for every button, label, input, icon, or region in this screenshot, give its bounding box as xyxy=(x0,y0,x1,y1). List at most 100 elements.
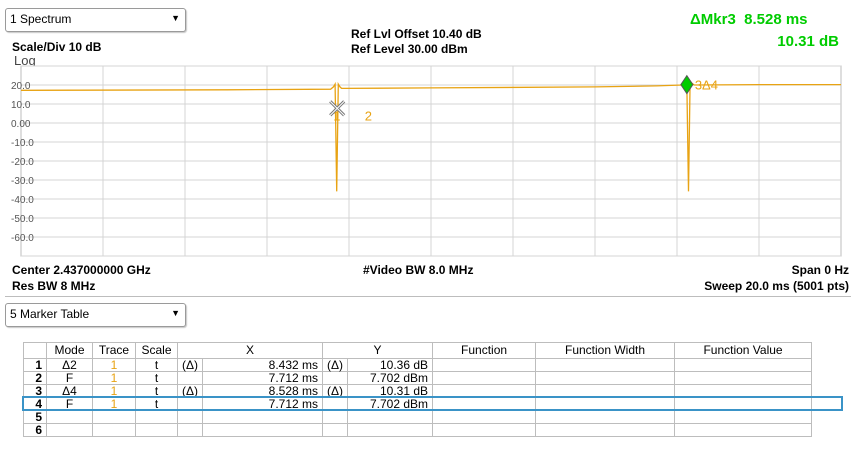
header-function: Function xyxy=(432,342,537,359)
cell-index: 6 xyxy=(23,423,47,437)
cell-index: 1 xyxy=(23,358,47,372)
cell-x-delta: (Δ) xyxy=(176,358,204,372)
cell-trace: 1 xyxy=(92,384,136,398)
cell-y-delta: (Δ) xyxy=(322,358,349,372)
cell-y-delta xyxy=(322,423,349,437)
header-function-width: Function Width xyxy=(535,342,676,359)
marker-readout-x: ΔMkr3 8.528 ms xyxy=(690,11,808,28)
cell-x: 7.712 ms xyxy=(202,371,324,385)
marker-x-icon-inner xyxy=(329,101,345,116)
cell-scale xyxy=(135,423,178,437)
chevron-down-icon: ▼ xyxy=(171,13,180,23)
cell-mode: Δ4 xyxy=(46,384,93,398)
cell-x-delta xyxy=(176,423,204,437)
video-bw-label: #Video BW 8.0 MHz xyxy=(363,263,474,277)
header-function-value: Function Value xyxy=(674,342,813,359)
cell-function-value xyxy=(674,397,813,411)
ref-offset-label: Ref Lvl Offset 10.40 dB xyxy=(351,27,482,41)
cell-x-delta xyxy=(176,397,204,411)
header-mode: Mode xyxy=(46,342,93,359)
cell-function-width xyxy=(535,371,676,385)
cell-y: 10.36 dB xyxy=(347,358,434,372)
marker-table-label: 5 Marker Table xyxy=(10,307,90,321)
cell-function-value xyxy=(674,384,813,398)
table-row[interactable]: 3 Δ4 1 t (Δ) 8.528 ms (Δ) 10.31 dB xyxy=(23,384,813,398)
spectrum-plot[interactable]: 20.0 10.0 0.00 -10.0 -20.0 -30.0 -40.0 -50.0 -60… xyxy=(11,56,847,260)
cell-y: 10.31 dB xyxy=(347,384,434,398)
cell-function xyxy=(432,410,537,424)
chevron-down-icon: ▼ xyxy=(171,308,180,318)
cell-index: 4 xyxy=(23,397,47,411)
cell-x: 8.432 ms xyxy=(202,358,324,372)
y-tick-label: -10.0 xyxy=(11,138,34,149)
marker-label: 3Δ4 xyxy=(695,78,718,93)
marker-label: 2 xyxy=(365,108,372,123)
cell-function-value xyxy=(674,358,813,372)
section-divider xyxy=(5,296,851,297)
cell-mode: F xyxy=(46,397,93,411)
y-tick-label: -50.0 xyxy=(11,214,34,225)
marker-table-dropdown[interactable]: 5 Marker Table ▼ xyxy=(5,303,186,327)
y-tick-label: 20.0 xyxy=(11,81,31,92)
table-row[interactable]: 5 xyxy=(23,410,813,424)
cell-trace: 1 xyxy=(92,358,136,372)
header-scale: Scale xyxy=(135,342,178,359)
cell-function-width xyxy=(535,397,676,411)
table-row[interactable]: 6 xyxy=(23,423,813,437)
cell-index: 2 xyxy=(23,371,47,385)
cell-index: 3 xyxy=(23,384,47,398)
cell-mode: F xyxy=(46,371,93,385)
cell-x xyxy=(202,410,324,424)
cell-y-delta xyxy=(322,410,349,424)
cell-y-delta xyxy=(322,371,349,385)
window-select-dropdown[interactable]: 1 Spectrum ▼ xyxy=(5,8,186,32)
cell-scale xyxy=(135,410,178,424)
cell-function xyxy=(432,423,537,437)
ref-level-label: Ref Level 30.00 dBm xyxy=(351,42,468,56)
cell-mode: Δ2 xyxy=(46,358,93,372)
cell-scale: t xyxy=(135,384,178,398)
cell-function-width xyxy=(535,410,676,424)
y-tick-label: 0.00 xyxy=(11,119,31,130)
cell-trace: 1 xyxy=(92,371,136,385)
table-row[interactable]: 4 F 1 t 7.712 ms 7.702 dBm xyxy=(23,397,813,411)
y-tick-label: -60.0 xyxy=(11,233,34,244)
cell-scale: t xyxy=(135,358,178,372)
log-label: Log xyxy=(14,53,36,68)
header-trace: Trace xyxy=(92,342,136,359)
marker-table: Mode Trace Scale X Y Function Function W… xyxy=(23,342,813,437)
active-marker-diamond-icon xyxy=(680,74,694,95)
res-bw-label: Res BW 8 MHz xyxy=(12,279,96,293)
cell-function xyxy=(432,371,537,385)
cell-function-width xyxy=(535,384,676,398)
cell-y xyxy=(347,410,434,424)
span-label: Span 0 Hz xyxy=(791,263,849,277)
window-select-label: 1 Spectrum xyxy=(10,12,72,26)
cell-index: 5 xyxy=(23,410,47,424)
sweep-label: Sweep 20.0 ms (5001 pts) xyxy=(704,279,849,293)
cell-function xyxy=(432,397,537,411)
cell-y: 7.702 dBm xyxy=(347,371,434,385)
cell-y xyxy=(347,423,434,437)
cell-mode xyxy=(46,423,93,437)
table-row[interactable]: 2 F 1 t 7.712 ms 7.702 dBm xyxy=(23,371,813,385)
y-tick-label: 10.0 xyxy=(11,100,31,111)
header-y: Y xyxy=(322,342,434,359)
cell-mode xyxy=(46,410,93,424)
cell-y: 7.702 dBm xyxy=(347,397,434,411)
marker-label: 1 xyxy=(333,108,340,123)
marker-readout-y: 10.31 dB xyxy=(777,33,839,50)
cell-trace xyxy=(92,423,136,437)
cell-function-width xyxy=(535,423,676,437)
cell-x: 7.712 ms xyxy=(202,397,324,411)
header-x: X xyxy=(176,342,324,359)
cell-scale: t xyxy=(135,397,178,411)
center-frequency-label: Center 2.437000000 GHz xyxy=(12,263,151,277)
table-row[interactable]: 1 Δ2 1 t (Δ) 8.432 ms (Δ) 10.36 dB xyxy=(23,358,813,372)
table-header-row: Mode Trace Scale X Y Function Function W… xyxy=(23,342,813,359)
cell-x-delta: (Δ) xyxy=(176,384,204,398)
header-index xyxy=(23,342,47,359)
cell-function-value xyxy=(674,410,813,424)
y-tick-label: -40.0 xyxy=(11,195,34,206)
cell-trace: 1 xyxy=(92,397,136,411)
